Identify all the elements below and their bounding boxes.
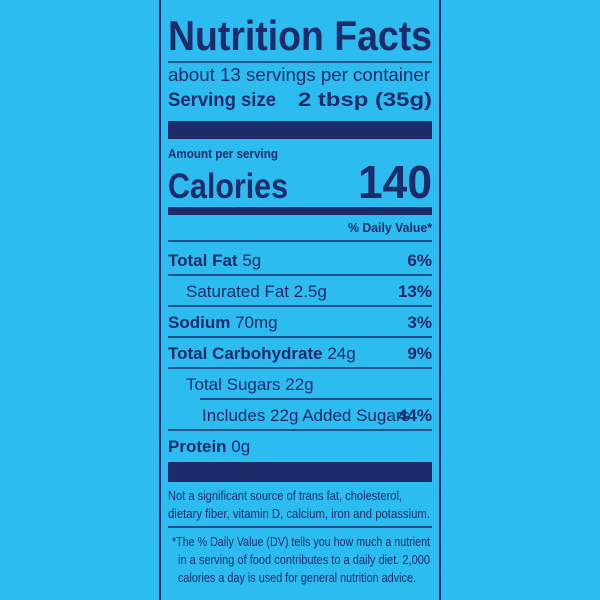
medium-bar: [168, 207, 432, 215]
thick-bar: [168, 462, 432, 482]
nutrient-label: Saturated Fat 2.5g: [186, 282, 327, 301]
nutrient-name: Total Sugars: [186, 375, 281, 394]
calories-label: Calories: [168, 167, 288, 206]
nutrient-name: Includes 22g Added Sugars: [202, 406, 410, 425]
nutrient-label: Protein 0g: [168, 437, 250, 456]
serving-size-value: 2 tbsp (35g): [298, 90, 432, 111]
thick-bar: [168, 121, 432, 139]
nutrient-amount: 0g: [231, 437, 250, 456]
nutrient-name: Saturated Fat: [186, 282, 289, 301]
nutrient-amount: 70mg: [235, 313, 278, 332]
nutrient-dv: 13%: [398, 282, 432, 301]
servings: about 13 servings per container: [168, 65, 430, 85]
nutrient-label: Total Fat 5g: [168, 251, 261, 270]
nutrient-amount: 5g: [242, 251, 261, 270]
nutrient-name: Total Fat: [168, 251, 238, 270]
footnote-line: Not a significant source of trans fat, c…: [168, 489, 402, 503]
nutrient-label: Includes 22g Added Sugars: [202, 406, 410, 425]
footnote-line: *The % Daily Value (DV) tells you how mu…: [172, 535, 430, 549]
nutrient-dv: 6%: [407, 251, 432, 270]
nutrient-name: Protein: [168, 437, 227, 456]
nutrient-rows: Total Fat 5g 6% Saturated Fat 2.5g 13% Sodiu…: [168, 251, 432, 456]
nutrient-name: Total Carbohydrate: [168, 344, 323, 363]
footnote-line: dietary fiber, vitamin D, calcium, iron …: [168, 507, 430, 521]
amount-per-serving: Amount per serving: [168, 146, 278, 161]
serving-size-label: Serving size: [168, 90, 276, 111]
calories-value: 140: [358, 156, 432, 208]
daily-value-header: % Daily Value*: [348, 220, 433, 235]
nutrient-amount: 24g: [327, 344, 355, 363]
footnotes: Not a significant source of trans fat, c…: [168, 489, 430, 585]
nutrient-amount: 2.5g: [294, 282, 327, 301]
nutrient-dv: 44%: [398, 406, 432, 425]
footnote-line: calories a day is used for general nutri…: [178, 571, 416, 585]
nutrient-label: Total Sugars 22g: [186, 375, 314, 394]
nutrient-label: Sodium 70mg: [168, 313, 278, 332]
nutrient-dv: 3%: [407, 313, 432, 332]
nutrient-label: Total Carbohydrate 24g: [168, 344, 356, 363]
title: Nutrition Facts: [168, 12, 432, 59]
nutrient-amount: 22g: [285, 375, 313, 394]
footnote-line: in a serving of food contributes to a da…: [178, 553, 430, 567]
nutrient-dv: 9%: [407, 344, 432, 363]
nutrient-name: Sodium: [168, 313, 230, 332]
